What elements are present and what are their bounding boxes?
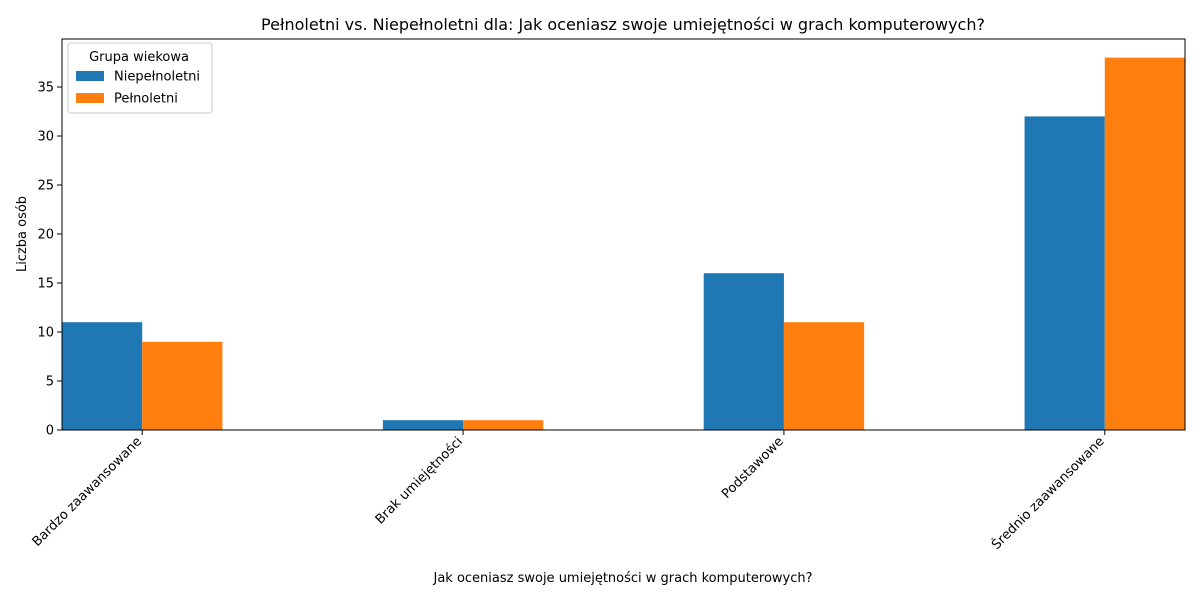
bar: [703, 273, 784, 430]
y-tick-label: 5: [46, 375, 54, 390]
y-axis: 0 5 10 15 20 25 30 35: [37, 81, 62, 439]
y-axis-label: Liczba osób: [15, 196, 30, 272]
x-tick-label: Bardzo zaawansowane: [30, 434, 145, 549]
legend-label: Pełnoletni: [114, 92, 178, 107]
plot-area: [61, 38, 1186, 431]
x-tick-label: Podstawowe: [719, 434, 787, 502]
y-tick-label: 15: [37, 277, 54, 292]
x-tick-label: Brak umiejętności: [373, 434, 466, 527]
bar: [1024, 116, 1105, 430]
chart-title: Pełnoletni vs. Niepełnoletni dla: Jak oc…: [261, 15, 985, 34]
y-tick-label: 30: [37, 130, 54, 145]
bar: [142, 341, 223, 430]
legend-swatch: [76, 93, 104, 103]
y-tick-label: 10: [37, 326, 54, 341]
plot-frame: [61, 38, 1186, 431]
bar: [62, 322, 143, 430]
x-axis-label: Jak oceniasz swoje umiejętności w grach …: [432, 571, 812, 586]
y-tick-label: 0: [46, 424, 54, 439]
x-tick-label: Średnio zaawansowane: [988, 434, 1107, 553]
legend-title: Grupa wiekowa: [89, 50, 189, 65]
x-axis: Bardzo zaawansowane Brak umiejętności Pods…: [30, 430, 1108, 553]
legend-items: Niepełnoletni Pełnoletni: [76, 70, 200, 107]
bar: [382, 420, 464, 430]
legend: Grupa wiekowa Niepełnoletni Pełnoletni: [67, 42, 213, 114]
y-tick-label: 20: [37, 228, 54, 243]
legend-label: Niepełnoletni: [114, 70, 200, 85]
y-tick-label: 35: [37, 81, 54, 96]
bar: [463, 420, 544, 430]
bar: [783, 322, 865, 430]
legend-swatch: [76, 71, 104, 81]
bar: [1104, 57, 1185, 430]
y-tick-label: 25: [37, 179, 54, 194]
